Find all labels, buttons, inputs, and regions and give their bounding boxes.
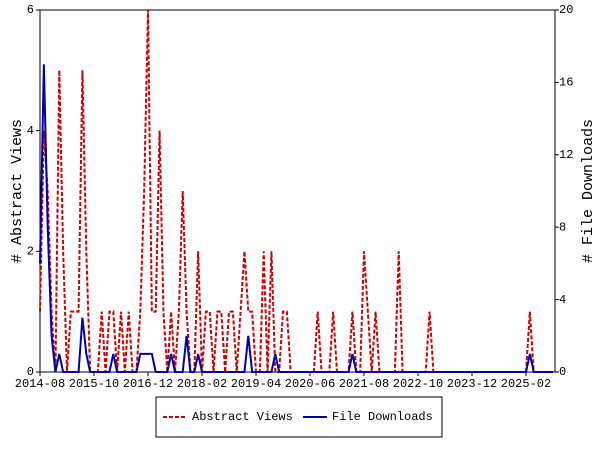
y-axis-title: # Abstract Views xyxy=(9,119,26,263)
x-tick-label: 2019-04 xyxy=(231,377,281,391)
y2-tick-label: 12 xyxy=(559,148,573,162)
legend-box xyxy=(155,396,443,438)
x-tick-label: 2015-10 xyxy=(69,377,119,391)
series-line xyxy=(39,64,553,373)
x-tick-label: 2023-12 xyxy=(447,377,497,391)
legend-label: Abstract Views xyxy=(192,410,293,424)
x-tick-label: 2022-10 xyxy=(393,377,443,391)
x-tick-label: 2016-12 xyxy=(123,377,173,391)
y-tick-label: 6 xyxy=(27,3,34,17)
x-tick-label: 2020-06 xyxy=(285,377,335,391)
x-tick-label: 2025-02 xyxy=(501,377,551,391)
y-tick-label: 0 xyxy=(27,365,34,379)
y2-tick-label: 4 xyxy=(559,293,566,307)
y-tick-label: 2 xyxy=(27,245,34,259)
legend-label: File Downloads xyxy=(332,410,433,424)
x-tick-label: 2014-08 xyxy=(15,377,65,391)
y2-tick-label: 20 xyxy=(559,3,573,17)
y2-tick-label: 0 xyxy=(559,365,566,379)
y2-tick-label: 16 xyxy=(559,76,573,90)
plot-frame xyxy=(39,9,556,373)
x-tick-label: 2021-08 xyxy=(339,377,389,391)
y-tick-label: 4 xyxy=(27,124,34,138)
y2-axis-title: # File Downloads xyxy=(580,119,597,263)
x-tick-label: 2018-02 xyxy=(177,377,227,391)
series-line xyxy=(39,9,553,373)
y2-tick-label: 8 xyxy=(559,220,566,234)
